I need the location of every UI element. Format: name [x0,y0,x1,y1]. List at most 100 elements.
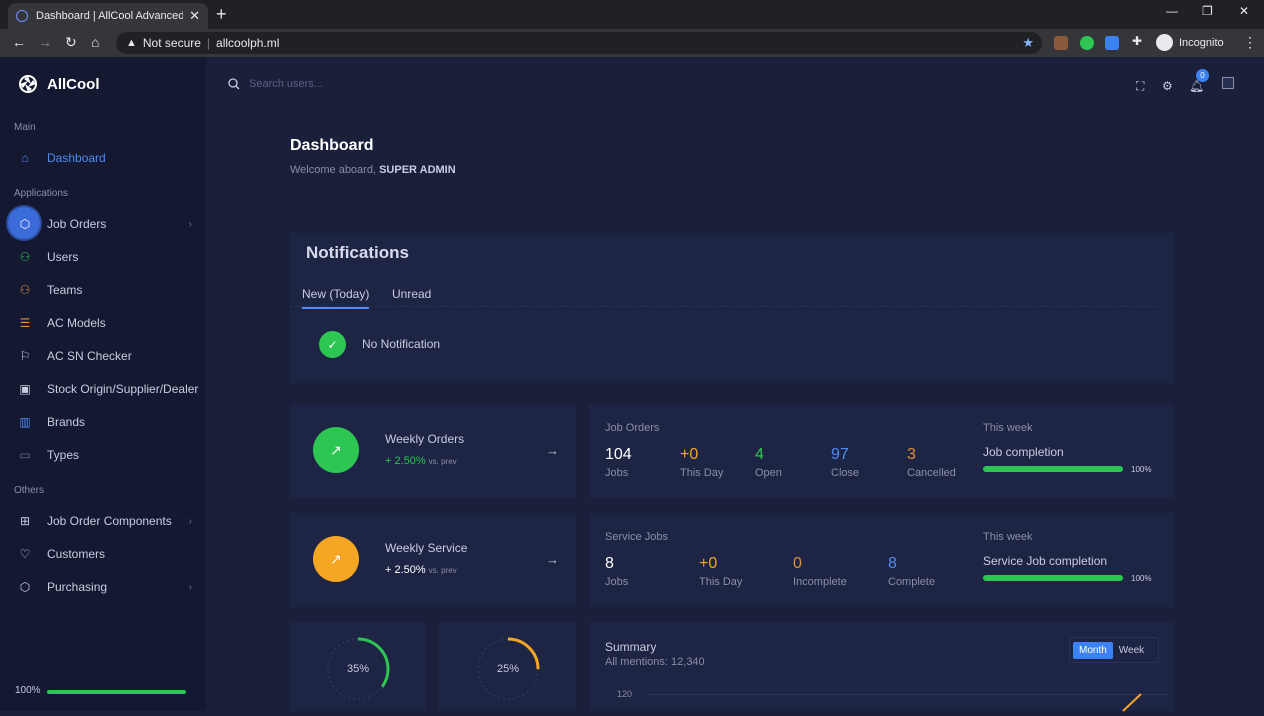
folder-icon: ▭ [19,448,31,462]
close-window-icon[interactable]: ✕ [1239,4,1250,18]
sidebar-item-ac-models[interactable]: ☰ AC Models [0,308,206,338]
store-icon: ▣ [19,382,31,396]
weekly-service-change: + 2.50% vs. prev [385,564,457,576]
extensions-puzzle-icon[interactable]: ✚ [1132,34,1143,48]
stat-this-day: +0 This Day [680,446,724,479]
url-divider: | [206,36,211,50]
chevron-right-icon: › [188,218,192,230]
service-jobs-card: Service Jobs 8 Jobs +0 This Day 0 Incomplet… [589,513,1174,607]
sidebar-item-label: AC SN Checker [47,349,132,363]
arrow-right-icon[interactable]: → [546,552,559,567]
flag-icon: ⚐ [19,349,31,363]
welcome-text: Welcome aboard, SUPER ADMIN [290,164,456,176]
page-title: Dashboard [290,137,374,154]
heart-icon: ♡ [19,547,31,561]
address-bar[interactable]: ▲ Not secure | allcoolph.ml ★ [116,32,1042,54]
browser-tab[interactable]: Dashboard | AllCool Advanced C ✕ [8,3,208,29]
reload-icon[interactable]: ↻ [65,34,77,50]
forward-icon[interactable]: → [38,34,52,50]
sidebar-item-purchasing[interactable]: ⬡ Purchasing › [0,572,206,602]
weekly-service-title: Weekly Service [385,541,468,555]
sidebar-progress-label: 100% [15,685,41,696]
extension-1-icon[interactable] [1054,36,1068,50]
sidebar-item-types[interactable]: ▭ Types [0,440,206,470]
weekly-orders-card[interactable]: ↗ Weekly Orders + 2.50% vs. prev → [290,404,576,498]
summary-title: Summary [605,640,657,654]
stat-jobs: 104 Jobs [605,446,632,479]
stat-close: 97 Close [831,446,860,479]
stat-incomplete: 0 Incomplete [793,555,847,588]
sidebar-item-label: Types [47,448,80,462]
sidebar-item-label: AC Models [47,316,106,330]
job-completion-pct: 100% [1131,465,1152,474]
this-week-label: This week [983,531,1033,543]
this-week-label: This week [983,422,1033,434]
toggle-month[interactable]: Month [1073,641,1113,659]
sidebar-item-job-order-components[interactable]: ⊞ Job Order Components › [0,506,206,536]
incognito-label: Incognito [1179,36,1224,49]
service-completion-label: Service Job completion [983,554,1108,568]
section-main-label: Main [14,122,36,133]
progress-ring-1 [326,637,390,701]
app-topbar: ⛶ ⚙ 🔔︎ 0 [206,57,1264,113]
app-logo[interactable]: AllCool [19,75,100,93]
minimize-icon[interactable]: — [1166,4,1178,18]
list-icon: ☰ [19,316,31,330]
service-completion-bar [983,575,1123,581]
back-icon[interactable]: ← [12,34,26,50]
favicon-icon [16,10,28,22]
stat-complete: 8 Complete [888,555,936,588]
url-text: allcoolph.ml [216,36,280,50]
summary-card: Summary All mentions: 12,340 Month Week … [589,622,1174,712]
service-completion-pct: 100% [1131,574,1152,583]
arrow-right-icon[interactable]: → [546,443,559,458]
search-input[interactable] [249,76,449,92]
browser-menu-icon[interactable]: ⋮ [1243,34,1257,50]
gear-icon[interactable]: ⚙ [1162,79,1173,93]
tab-unread[interactable]: Unread [392,287,432,301]
period-toggle: Month Week [1069,637,1159,663]
grid-icon: ⊞ [19,514,31,528]
restore-icon[interactable]: ❐ [1202,4,1213,18]
extension-3-icon[interactable] [1105,36,1119,50]
donut-card-2: 25% [439,622,576,711]
tab-title: Dashboard | AllCool Advanced C [36,10,184,22]
extension-2-icon[interactable] [1080,36,1094,50]
section-others-label: Others [14,485,45,496]
new-tab-icon[interactable]: + [216,4,227,24]
incognito-indicator[interactable]: Incognito [1156,34,1224,51]
bookmark-star-icon[interactable]: ★ [1022,35,1034,50]
weekly-service-card[interactable]: ↗ Weekly Service + 2.50% vs. prev → [290,513,576,607]
job-completion-label: Job completion [983,445,1064,459]
job-orders-card: Job Orders 104 Jobs +0 This Day 4 Open 97 Cl… [589,404,1174,498]
no-notification-text: No Notification [362,337,441,351]
notifications-card: Notifications New (Today) Unread ✓ No No… [290,233,1174,383]
sidebar-item-ac-sn-checker[interactable]: ⚐ AC SN Checker [0,341,206,371]
sidebar-item-dashboard[interactable]: ⌂ Dashboard [0,143,206,173]
box-icon: ⬡ [19,217,31,231]
search-icon [228,78,240,90]
tab-new-today[interactable]: New (Today) [302,287,370,309]
sidebar-item-brands[interactable]: ▥ Brands [0,407,206,437]
bell-icon[interactable]: 🔔︎ [1189,79,1205,93]
sidebar-item-customers[interactable]: ♡ Customers [0,539,206,569]
fullscreen-icon[interactable]: ⛶ [1136,79,1145,93]
sidebar-item-job-orders[interactable]: ⬡ Job Orders › [0,209,206,239]
y-tick-label: 120 [617,689,633,699]
sidebar-item-label: Job Orders [47,217,107,231]
service-jobs-heading: Service Jobs [605,531,668,543]
check-icon: ✓ [319,331,346,358]
sidebar-item-teams[interactable]: ⚇ Teams [0,275,206,305]
sidebar-item-stock-origin[interactable]: ▣ Stock Origin/Supplier/Dealer [0,374,206,404]
close-tab-icon[interactable]: ✕ [189,8,200,23]
sidebar-item-users[interactable]: ⚇ Users [0,242,206,272]
stat-cancelled: 3 Cancelled [907,446,956,479]
donut-card-1: 35% [290,622,426,711]
home-browser-icon[interactable]: ⌂ [91,34,100,50]
avatar[interactable] [1222,77,1234,89]
summary-line-series [1122,693,1142,712]
toggle-week[interactable]: Week [1118,644,1145,656]
sidebar-item-label: Customers [47,547,106,561]
trending-up-icon: ↗ [313,427,359,473]
section-applications-label: Applications [14,188,68,199]
